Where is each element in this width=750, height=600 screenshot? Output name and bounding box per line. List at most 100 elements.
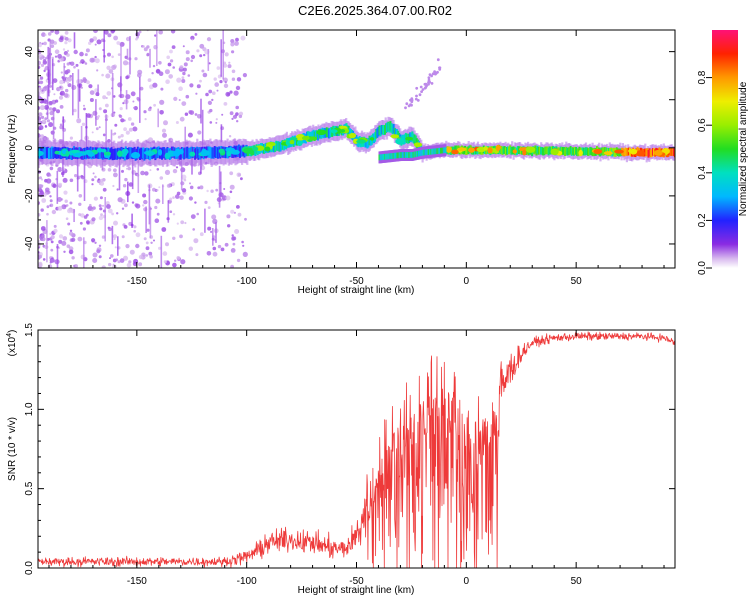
spectrogram-speckle <box>57 167 63 172</box>
spectrogram-core <box>485 146 487 155</box>
spectrogram-speckle <box>238 114 243 119</box>
snr-y-axis: 0.0 0.5 1.0 1.5 <box>24 323 675 575</box>
spectrogram-branch-core <box>407 152 409 158</box>
spectrogram-core <box>217 147 219 159</box>
spectrogram-core <box>127 148 129 160</box>
spectrogram-core <box>572 147 575 156</box>
spectrogram-core <box>102 147 105 159</box>
spectrogram-blob <box>250 149 255 156</box>
spectrogram-speckle <box>189 83 194 88</box>
spectrogram-speckle <box>107 208 113 214</box>
spectrogram-streak <box>63 63 65 84</box>
spectrogram-blob <box>593 148 603 155</box>
spectrogram-branch-core <box>390 153 393 159</box>
spectrogram-branch-core <box>405 152 408 158</box>
spectrogram-speckle <box>44 125 48 128</box>
spectrogram-speckle <box>91 217 96 222</box>
spectrogram-speckle <box>190 54 196 60</box>
spectrogram-blob <box>230 149 240 155</box>
spectrogram-core <box>509 145 512 153</box>
spectrogram-speckle <box>73 108 77 113</box>
spectrogram-speckle <box>240 35 246 41</box>
spectrogram-core <box>389 121 392 131</box>
spectrogram-speckle <box>414 97 418 101</box>
spectrogram-core <box>559 146 562 155</box>
x-tick-label: -100 <box>237 276 257 287</box>
spectrogram-speckle <box>143 47 148 52</box>
spectrogram-core <box>393 127 396 138</box>
spectrogram-speckle <box>94 43 97 46</box>
spectrogram-speckle <box>230 42 235 47</box>
spectrogram-streak <box>167 200 170 223</box>
spectrogram-branch-core <box>413 151 416 158</box>
spectrogram-speckle <box>216 66 221 70</box>
spectrogram-speckle <box>174 259 177 262</box>
spectrogram-speckle <box>88 41 92 45</box>
spectrogram-streak <box>162 184 164 204</box>
spectrogram-speckle <box>63 250 66 253</box>
spectrogram-speckle <box>94 58 100 64</box>
spectrogram-speckle <box>176 256 181 260</box>
spectrogram-speckle <box>152 82 158 88</box>
spectrogram-blob <box>308 136 317 141</box>
spectrogram-speckle <box>172 168 178 174</box>
spectrogram-speckle <box>209 121 213 124</box>
spectrogram-streak <box>149 48 151 68</box>
spectrogram-speckle <box>102 204 104 207</box>
spectrogram-speckle <box>69 229 73 232</box>
spectrogram-speckle <box>86 113 91 118</box>
spectrogram-branch-core <box>403 152 406 158</box>
spectrogram-core <box>326 127 329 138</box>
spectrogram-blob <box>550 148 559 155</box>
spectrogram-core <box>387 121 390 132</box>
spectrogram-branch-core <box>440 147 442 154</box>
spectrogram-speckle <box>206 37 212 42</box>
spectrogram-speckle <box>59 125 64 130</box>
spectrogram-speckle <box>235 105 239 110</box>
spectrogram-speckle <box>78 202 82 206</box>
spectrogram-speckle <box>190 35 195 41</box>
spectrogram-speckle <box>137 72 142 78</box>
spectrogram-blob <box>218 148 225 154</box>
spectrogram-core <box>505 147 508 155</box>
spectrogram-streak <box>77 69 80 119</box>
spectrogram-streak <box>200 98 202 124</box>
spectrogram-speckle <box>124 177 128 182</box>
spectrogram-core <box>548 146 551 155</box>
spectrogram-branch-core <box>415 151 418 157</box>
spectrogram-speckle <box>423 82 427 86</box>
spectrogram-speckle <box>89 203 92 207</box>
spectrogram-speckle <box>191 38 194 41</box>
spectrogram-speckle <box>46 119 51 123</box>
spectrogram-speckle <box>159 110 164 115</box>
spectrogram-speckle <box>201 69 205 73</box>
spectrogram-core <box>376 128 379 138</box>
spectrogram-speckle <box>182 67 187 72</box>
spectrogram-speckle <box>62 177 68 183</box>
spectrogram-speckle <box>115 258 118 262</box>
spectrogram-speckle <box>80 213 85 218</box>
spectrogram-speckle <box>42 258 46 261</box>
spectrogram-streak <box>204 208 206 233</box>
spectrogram-speckle <box>69 178 74 183</box>
spectrogram-speckle <box>185 50 190 55</box>
spectrogram-speckle <box>98 255 102 259</box>
spectrogram-speckle <box>105 73 111 79</box>
spectrogram-speckle <box>111 212 114 216</box>
spectrogram-streak <box>104 197 106 242</box>
spectrogram-speckle <box>409 98 412 102</box>
spectrogram-speckle <box>49 174 52 177</box>
spectrogram-speckle <box>68 249 74 255</box>
spectrogram-speckle <box>164 69 170 75</box>
spectrogram-speckle <box>46 205 50 209</box>
spectrogram-speckle <box>235 37 239 42</box>
spectrogram-core <box>280 140 283 151</box>
spectrogram-core <box>670 148 673 156</box>
spectrogram-speckle <box>172 66 175 69</box>
spectrogram-streak <box>103 30 105 63</box>
spectrogram-speckle <box>56 109 60 114</box>
spectrogram-speckle <box>171 45 176 49</box>
spectrogram-speckle <box>41 42 44 45</box>
spectrogram-speckle <box>158 246 162 250</box>
spectrogram-speckle <box>158 61 162 65</box>
